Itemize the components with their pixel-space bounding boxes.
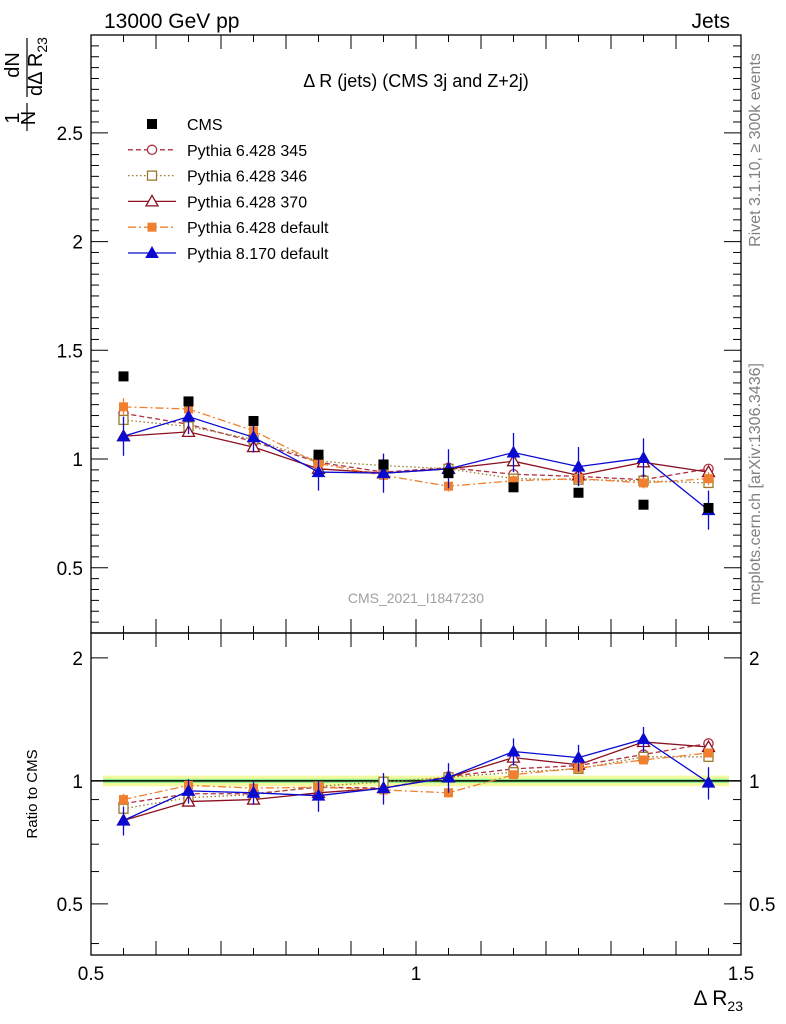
ratio-point-pythia-8-170-default bbox=[376, 781, 391, 794]
ylabel-denominator: dΔ R23 bbox=[25, 37, 50, 96]
ratio-point-pythia-8-170-default bbox=[311, 788, 326, 801]
ratio-point-pythia-8-170-default bbox=[116, 813, 131, 826]
main-point-pythia-8-170-default bbox=[506, 445, 521, 458]
main-point-pythia-6-428-default bbox=[119, 402, 128, 412]
main-line-pythia-8-170-default bbox=[123, 415, 709, 511]
ratio-y-tick-label-right: 1 bbox=[749, 772, 760, 793]
legend-label: Pythia 6.428 370 bbox=[187, 194, 307, 211]
cms-data-group bbox=[118, 371, 714, 513]
ratio-point-pythia-8-170-default bbox=[181, 783, 196, 796]
ratio-y-axis-label: Ratio to CMS bbox=[24, 749, 41, 838]
main-axis-ticks: 0.5 1 1.5 2 2.5 bbox=[57, 34, 741, 634]
ratio-point-pythia-6-428-default bbox=[509, 770, 518, 780]
x-tick-labels: 0.5 1 1.5 bbox=[78, 964, 754, 985]
main-y-tick-label: 1 bbox=[72, 450, 83, 471]
ratio-point-pythia-8-170-default bbox=[571, 750, 586, 763]
ratio-y-tick-label-left: 2 bbox=[72, 649, 83, 670]
legend-label: Pythia 8.170 default bbox=[187, 246, 329, 263]
ratio-point-pythia-6-428-default bbox=[704, 748, 713, 758]
cms-data-point bbox=[118, 371, 129, 382]
x-tick-label: 0.5 bbox=[78, 964, 104, 985]
ratio-y-tick-label-left: 0.5 bbox=[57, 895, 83, 916]
cms-data-point bbox=[378, 459, 389, 470]
ratio-point-pythia-8-170-default bbox=[636, 732, 651, 745]
ratio-axis-ticks: 0.5 0.5 1 1 2 2 bbox=[57, 633, 775, 955]
ratio-line-pythia-8-170-default bbox=[123, 738, 709, 822]
analysis-watermark: CMS_2021_I1847230 bbox=[348, 590, 484, 606]
main-y-tick-label: 1.5 bbox=[57, 341, 83, 362]
ratio-y-tick-label-right: 2 bbox=[749, 649, 760, 670]
mcplots-label: mcplots.cern.ch [arXiv:1306.3436] bbox=[747, 363, 764, 605]
main-y-tick-label: 2 bbox=[72, 233, 83, 254]
ratio-y-tick-label-left: 1 bbox=[72, 772, 83, 793]
legend-label: Pythia 6.428 346 bbox=[187, 169, 307, 186]
x-tick-label: 1 bbox=[411, 964, 422, 985]
main-point-pythia-8-170-default bbox=[636, 450, 651, 463]
legend-label: Pythia 6.428 345 bbox=[187, 143, 307, 160]
ratio-point-pythia-8-170-default bbox=[441, 770, 456, 783]
main-series-group bbox=[116, 398, 716, 530]
legend-marker bbox=[147, 119, 157, 129]
main-line-pythia-6-428-345 bbox=[123, 412, 709, 481]
cms-data-point bbox=[183, 396, 194, 407]
main-panel: 0.5 1 1.5 2 2.5 CMS_2021_I1847230 Δ R (jets)… bbox=[57, 34, 742, 634]
main-y-tick-label: 2.5 bbox=[57, 124, 83, 145]
main-line-pythia-6-428-370 bbox=[123, 431, 709, 477]
ratio-line-pythia-6-428-default bbox=[123, 752, 709, 801]
cms-data-point bbox=[248, 415, 259, 426]
ylabel-one: 1 bbox=[2, 112, 24, 123]
ratio-y-tick-label-right: 0.5 bbox=[749, 895, 775, 916]
ratio-point-pythia-6-428-default bbox=[119, 795, 128, 805]
ratio-point-pythia-8-170-default bbox=[506, 744, 521, 757]
main-point-pythia-8-170-default bbox=[181, 409, 196, 422]
ratio-series-group bbox=[116, 726, 716, 836]
rivet-label: Rivet 3.1.10, ≥ 300k events bbox=[747, 53, 764, 247]
main-point-pythia-6-428-default bbox=[639, 478, 648, 488]
x-axis-label-subscript: 23 bbox=[727, 998, 743, 1014]
ratio-frame bbox=[90, 632, 742, 956]
cms-data-point bbox=[573, 487, 584, 498]
ratio-panel: 0.5 0.5 1 1 2 2 bbox=[57, 632, 775, 956]
main-point-pythia-8-170-default bbox=[571, 459, 586, 472]
main-y-axis-label: 1 N dN dΔ R23 bbox=[2, 37, 50, 131]
x-tick-label: 1.5 bbox=[728, 964, 754, 985]
legend-marker bbox=[144, 194, 160, 207]
cms-uncertainty-band bbox=[91, 775, 741, 787]
cms-data-point bbox=[443, 468, 454, 479]
x-axis-label: Δ R23 bbox=[694, 987, 744, 1014]
main-point-pythia-8-170-default bbox=[376, 466, 391, 479]
ratio-point-pythia-8-170-default bbox=[246, 785, 261, 798]
main-point-pythia-8-170-default bbox=[246, 430, 261, 443]
cms-data-point bbox=[638, 499, 649, 510]
legend-marker bbox=[147, 222, 157, 232]
main-point-pythia-6-428-default bbox=[704, 474, 713, 484]
main-point-pythia-8-170-default bbox=[311, 465, 326, 478]
energy-label: 13000 GeV pp bbox=[104, 10, 239, 33]
ylabel-subscript: 23 bbox=[34, 37, 50, 53]
ylabel-one-denominator: N bbox=[18, 111, 40, 125]
legend-label: Pythia 6.428 default bbox=[187, 220, 329, 237]
ylabel-numerator: dN bbox=[2, 52, 24, 78]
legend-label: CMS bbox=[187, 117, 223, 134]
main-point-pythia-8-170-default bbox=[116, 429, 131, 442]
main-line-pythia-6-428-default bbox=[123, 406, 709, 487]
legend-marker bbox=[146, 170, 158, 181]
x-axis-label-main: Δ R bbox=[694, 987, 728, 1010]
cms-data-point bbox=[313, 449, 324, 460]
cms-data-point bbox=[703, 502, 714, 513]
ratio-line-pythia-6-428-345 bbox=[123, 742, 709, 805]
ratio-point-pythia-6-428-default bbox=[639, 755, 648, 765]
plot-title: Δ R (jets) (CMS 3j and Z+2j) bbox=[303, 71, 529, 91]
process-label: Jets bbox=[691, 10, 730, 33]
legend-marker bbox=[146, 144, 158, 156]
legend: CMS Pythia 6.428 345 Pythia 6.428 346 Pythi… bbox=[128, 117, 329, 263]
main-line-pythia-6-428-346 bbox=[123, 419, 709, 484]
main-y-tick-label: 0.5 bbox=[57, 559, 83, 580]
legend-marker bbox=[145, 245, 159, 258]
cms-data-point bbox=[508, 482, 519, 493]
ratio-point-pythia-8-170-default bbox=[701, 775, 716, 788]
